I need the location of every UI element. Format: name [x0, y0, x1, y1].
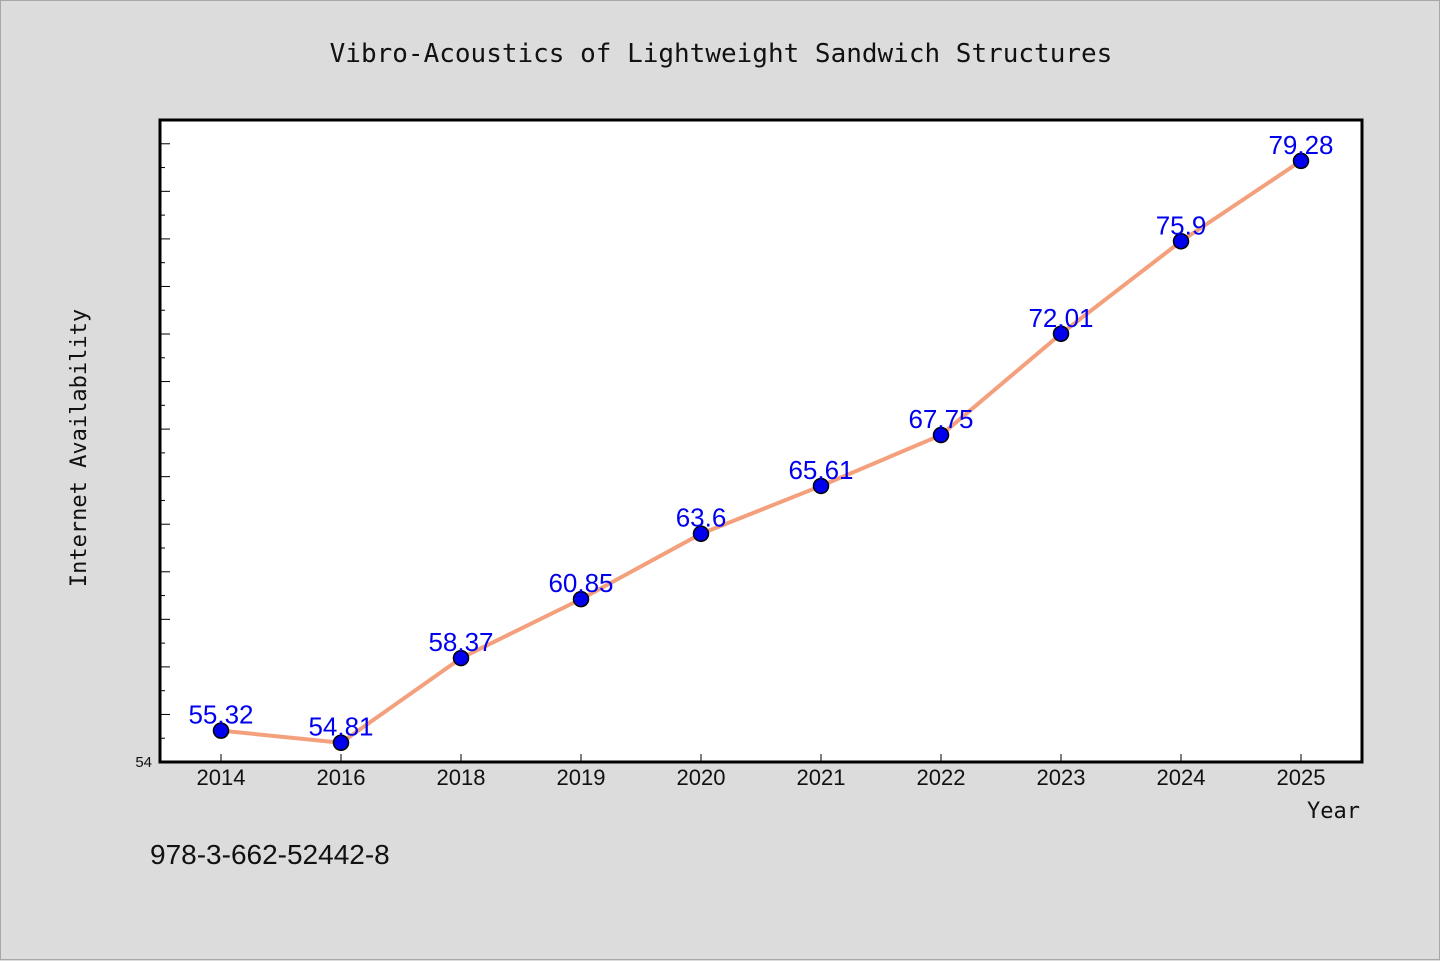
y-tick-label: 54: [135, 754, 152, 771]
data-point: [812, 477, 830, 495]
x-tick-label: 2014: [197, 765, 246, 790]
chart-title: Vibro-Acoustics of Lightweight Sandwich …: [330, 39, 1113, 69]
series-polyline: [219, 158, 1303, 745]
data-point: [932, 426, 950, 444]
data-point: [1052, 325, 1070, 343]
data-label: 58.37: [428, 627, 493, 657]
data-label: 55.32: [188, 700, 253, 730]
data-label: 65.61: [788, 455, 853, 485]
data-label: 75.9: [1156, 210, 1207, 240]
data-label: 54.81: [308, 712, 373, 742]
x-tick-label: 2023: [1037, 765, 1086, 790]
data-point: [452, 649, 470, 667]
data-label: 79.28: [1268, 130, 1333, 160]
data-label: 67.75: [908, 404, 973, 434]
x-axis-ticks: [220, 754, 1302, 762]
data-labels: 55.32 54.81 58.37 60.85 63.6 65.61 67.75 72.01 7…: [188, 130, 1333, 742]
x-tick-label: 2019: [557, 765, 606, 790]
isbn-text: 978-3-662-52442-8: [150, 839, 390, 870]
data-point: [332, 734, 350, 751]
x-axis-label: Year: [1307, 799, 1360, 824]
x-tick-label: 2021: [797, 765, 846, 790]
data-point: [572, 590, 590, 608]
x-axis-tick-labels: 2014 2016 2018 2019 2020 2021 2022 2023 2024 2025: [197, 765, 1326, 790]
y-axis-ticks: [160, 143, 170, 739]
x-tick-label: 2016: [317, 765, 366, 790]
plot-area: [158, 118, 1364, 764]
series-markers: [212, 152, 1310, 751]
data-point: [1172, 233, 1190, 250]
data-point: [692, 525, 710, 542]
data-point: [212, 722, 230, 739]
x-tick-label: 2020: [677, 765, 726, 790]
data-point: [1292, 152, 1310, 170]
data-label: 72.01: [1028, 303, 1093, 333]
x-tick-label: 2024: [1157, 765, 1206, 790]
data-label: 60.85: [548, 568, 613, 598]
y-axis-label: Internet Availability: [67, 309, 92, 587]
data-label: 63.6: [676, 503, 727, 533]
x-tick-label: 2022: [917, 765, 966, 790]
series-line: [219, 158, 1303, 745]
x-tick-label: 2018: [437, 765, 486, 790]
x-tick-label: 2025: [1277, 765, 1326, 790]
y-axis-tick-labels: 54: [135, 754, 152, 771]
